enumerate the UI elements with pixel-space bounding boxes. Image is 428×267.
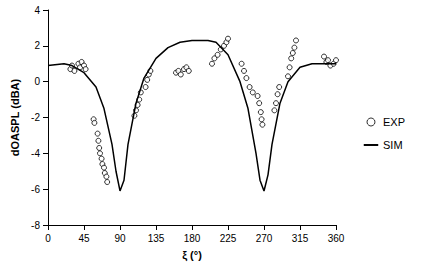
- svg-text:SIM: SIM: [383, 139, 403, 151]
- svg-text:-8: -8: [31, 220, 40, 231]
- svg-text:-2: -2: [31, 112, 40, 123]
- svg-text:270: 270: [256, 233, 273, 244]
- svg-text:225: 225: [220, 233, 237, 244]
- svg-text:-6: -6: [31, 184, 40, 195]
- svg-text:4: 4: [34, 5, 40, 16]
- svg-text:-4: -4: [31, 148, 40, 159]
- svg-text:EXP: EXP: [383, 116, 405, 128]
- svg-text:90: 90: [114, 233, 126, 244]
- svg-text:360: 360: [328, 233, 345, 244]
- svg-text:315: 315: [292, 233, 309, 244]
- svg-text:dOASPL (dBA): dOASPL (dBA): [9, 78, 21, 156]
- svg-text:180: 180: [184, 233, 201, 244]
- svg-text:135: 135: [148, 233, 165, 244]
- svg-text:ξ (°): ξ (°): [182, 249, 202, 262]
- svg-text:45: 45: [78, 233, 90, 244]
- svg-text:2: 2: [34, 40, 40, 51]
- svg-text:0: 0: [45, 233, 51, 244]
- svg-text:0: 0: [34, 76, 40, 87]
